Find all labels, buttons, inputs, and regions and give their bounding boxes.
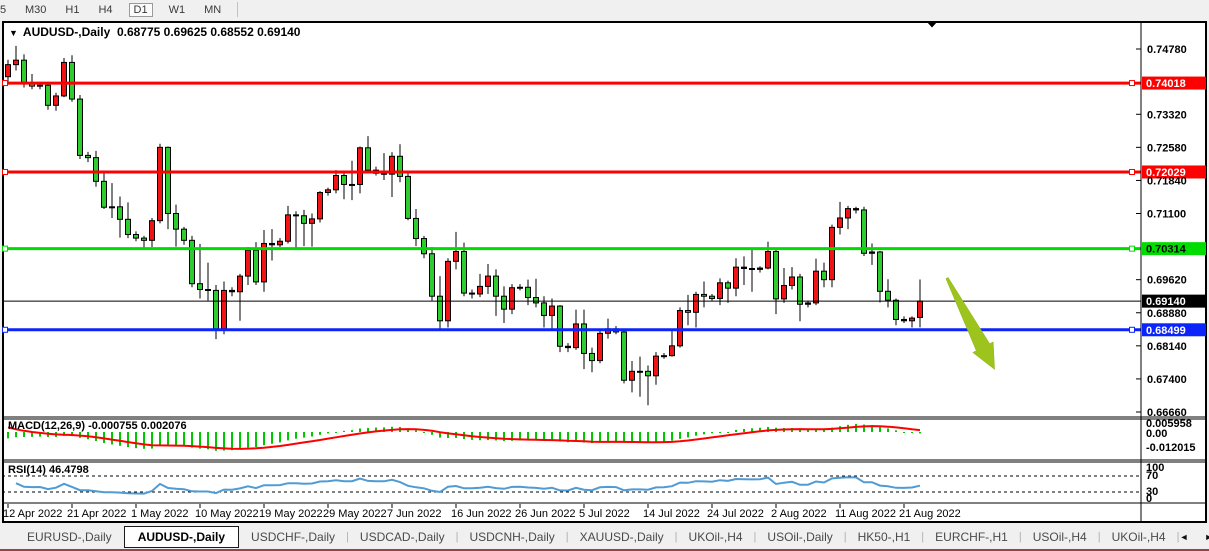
tab-ukoil-h4-2[interactable]: UKOil-,H4 [1111,530,1166,544]
tab-scroll-right-icon[interactable]: ► [1204,532,1209,542]
symbol-tab-bar: EURUSD-,Daily AUDUSD-,Daily USDCHF-,Dail… [0,525,1209,549]
tab-separator: | [1097,531,1101,543]
chart-symbol-label: AUDUSD-,Daily [22,25,111,39]
tab-scroll-buttons: ◄ ► [1179,532,1209,542]
tab-separator: | [346,531,349,543]
tab-separator: | [753,531,757,543]
tab-separator: | [674,531,678,543]
timeframe-button-h1[interactable]: H1 [65,3,80,16]
tab-xauusd-daily[interactable]: XAUUSD-,Daily [579,530,664,544]
timeframe-button-mn[interactable]: MN [204,3,222,16]
timeframe-button-h4[interactable]: H4 [98,3,113,16]
rsi-indicator-label: RSI(14) 46.4798 [8,464,89,476]
macd-indicator-label: MACD(12,26,9) -0.000755 0.002076 [8,420,187,432]
tab-usoil-daily[interactable]: USOil-,Daily [767,530,833,544]
macd-values: -0.000755 0.002076 [88,420,187,432]
tab-separator: | [455,531,459,543]
tab-audusd-daily-active[interactable]: AUDUSD-,Daily [123,526,240,548]
chart-title: ▼ AUDUSD-,Daily 0.68775 0.69625 0.68552 0… [9,25,300,39]
tab-usoil-h4[interactable]: USOil-,H4 [1032,530,1087,544]
tab-separator: | [921,531,925,543]
timeframe-toolbar: 5 M30 H1 H4 D1 W1 MN [0,0,1209,19]
tab-ukoil-h4[interactable]: UKOil-,H4 [688,530,743,544]
tab-usdchf-daily[interactable]: USDCHF-,Daily [251,530,336,544]
toolbar-separator [237,2,239,17]
tab-separator: | [565,531,569,543]
macd-name: MACD(12,26,9) [8,420,86,432]
chart-ohlc-quote: 0.68775 0.69625 0.68552 0.69140 [116,25,301,39]
tab-separator: | [843,531,847,543]
chart-window[interactable] [2,21,1207,523]
rsi-name: RSI(14) [8,464,46,476]
tab-usdcad-daily[interactable]: USDCAD-,Daily [359,530,445,544]
timeframe-button-d1-active[interactable]: D1 [128,2,153,17]
tab-hk50-h1[interactable]: HK50-,H1 [857,530,911,544]
tab-separator: | [1018,531,1022,543]
bottom-accent-stripe [0,549,1209,551]
tab-scroll-left-icon[interactable]: ◄ [1179,532,1189,542]
tab-usdcnh-daily[interactable]: USDCNH-,Daily [469,530,555,544]
tab-eurchf-h1[interactable]: EURCHF-,H1 [935,530,1008,544]
timeframe-button-m30[interactable]: M30 [25,3,47,16]
collapse-triangle-icon[interactable]: ▼ [9,28,18,38]
tab-separator: | [1176,531,1180,543]
rsi-value: 46.4798 [48,464,89,476]
tab-eurusd-daily[interactable]: EURUSD-,Daily [27,530,112,544]
timeframe-button-m15[interactable]: 5 [0,3,7,16]
timeframe-button-w1[interactable]: W1 [168,3,186,16]
